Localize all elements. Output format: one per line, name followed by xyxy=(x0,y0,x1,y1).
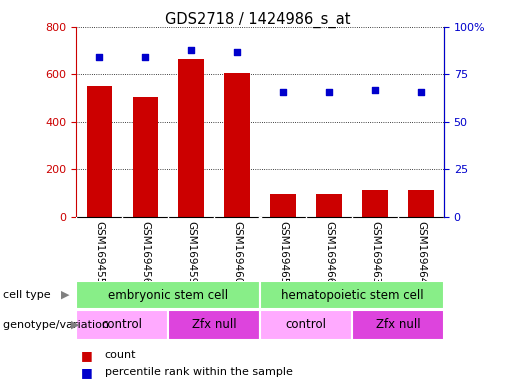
Point xyxy=(371,86,379,93)
Text: ■: ■ xyxy=(81,349,93,362)
Bar xyxy=(179,59,204,217)
Text: embryonic stem cell: embryonic stem cell xyxy=(108,289,228,301)
Bar xyxy=(225,73,250,217)
Text: control: control xyxy=(101,318,143,331)
Bar xyxy=(132,97,158,217)
Point xyxy=(417,88,425,94)
Text: GSM169463: GSM169463 xyxy=(370,222,380,285)
Bar xyxy=(87,86,112,217)
Text: hematopoietic stem cell: hematopoietic stem cell xyxy=(281,289,423,301)
Bar xyxy=(260,281,444,309)
Bar xyxy=(168,310,260,340)
Text: GDS2718 / 1424986_s_at: GDS2718 / 1424986_s_at xyxy=(165,12,350,28)
Point xyxy=(141,54,149,60)
Text: Zfx null: Zfx null xyxy=(192,318,236,331)
Text: percentile rank within the sample: percentile rank within the sample xyxy=(105,367,293,377)
Text: GSM169460: GSM169460 xyxy=(232,222,242,285)
Text: GSM169456: GSM169456 xyxy=(140,222,150,285)
Bar xyxy=(363,190,388,217)
Text: Zfx null: Zfx null xyxy=(375,318,420,331)
Point xyxy=(325,88,333,94)
Text: GSM169464: GSM169464 xyxy=(416,222,426,285)
Bar xyxy=(408,190,434,217)
Text: GSM169466: GSM169466 xyxy=(324,222,334,285)
Text: GSM169459: GSM169459 xyxy=(186,222,196,285)
Bar xyxy=(76,310,168,340)
Point xyxy=(187,46,195,53)
Text: GSM169455: GSM169455 xyxy=(94,222,104,285)
Text: cell type: cell type xyxy=(3,290,54,300)
Text: ■: ■ xyxy=(81,366,93,379)
Bar xyxy=(270,194,296,217)
Bar xyxy=(352,310,444,340)
Text: ▶: ▶ xyxy=(61,290,70,300)
Text: control: control xyxy=(285,318,327,331)
Text: ▶: ▶ xyxy=(71,320,80,330)
Text: GSM169465: GSM169465 xyxy=(278,222,288,285)
Bar xyxy=(260,310,352,340)
Point xyxy=(279,88,287,94)
Text: genotype/variation: genotype/variation xyxy=(3,320,112,330)
Bar xyxy=(316,194,341,217)
Point xyxy=(233,48,241,55)
Bar xyxy=(76,281,260,309)
Point xyxy=(95,54,104,60)
Text: count: count xyxy=(105,350,136,360)
